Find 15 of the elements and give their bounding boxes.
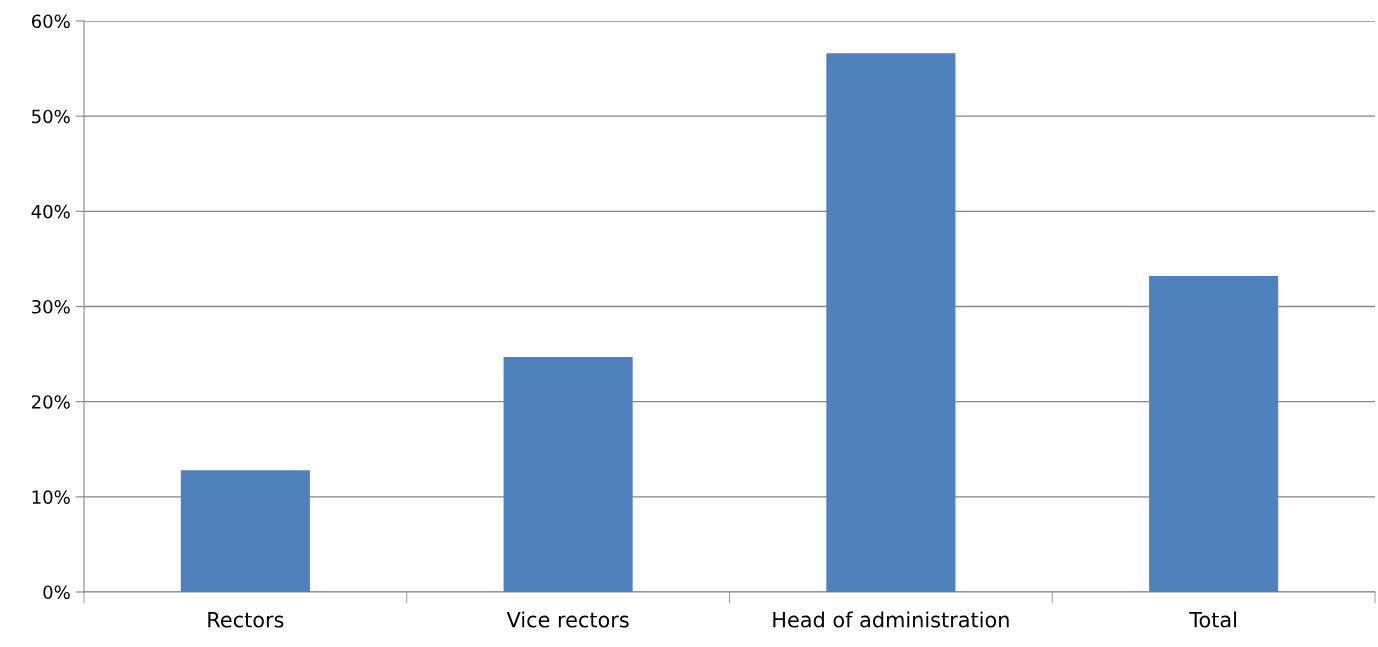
y-tick-label: 0% [43, 585, 70, 600]
x-tick-label: Head of administration [773, 611, 1009, 628]
y-tick-label: 30% [32, 299, 70, 314]
y-tick-label: 60% [31, 14, 70, 29]
y-tick-label: 40% [31, 204, 70, 219]
bar [826, 53, 956, 592]
x-tick-label: Rectors [208, 612, 284, 628]
bar [180, 470, 310, 592]
y-tick-label: 50% [32, 109, 70, 124]
x-tick-label: Total [1189, 611, 1236, 628]
y-tick-label: 10% [32, 490, 70, 504]
bar [1149, 276, 1279, 592]
y-tick-label: 20% [32, 395, 70, 409]
x-tick-label: Vice rectors [506, 611, 629, 628]
bar [503, 356, 633, 592]
